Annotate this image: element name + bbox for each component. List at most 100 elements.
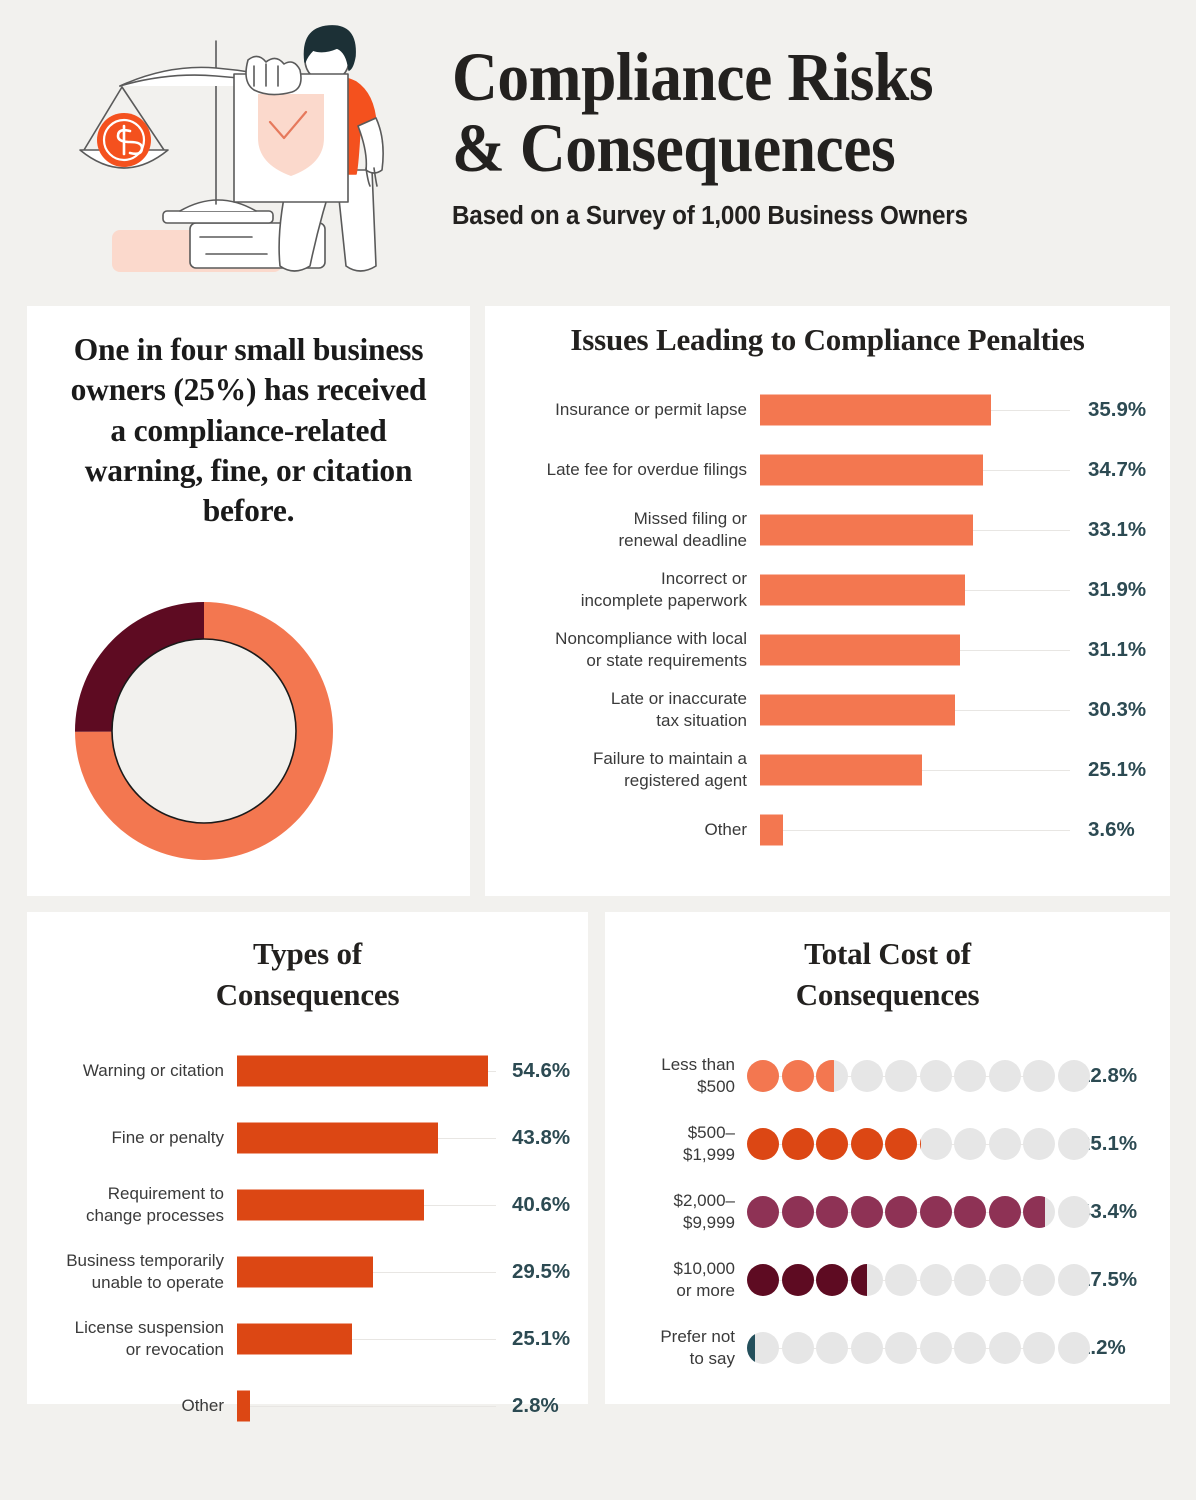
dot-empty xyxy=(988,1332,1021,1364)
dot-filled xyxy=(747,1264,779,1296)
bar-connector-line xyxy=(237,1338,496,1340)
dot xyxy=(885,1060,917,1092)
bar-value-label: 2.8% xyxy=(512,1393,559,1417)
dot xyxy=(1057,1264,1090,1296)
page-title-line-1: Compliance Risks xyxy=(452,39,934,115)
dot-filled xyxy=(885,1128,917,1160)
dot-filled xyxy=(919,1196,952,1228)
page-title-line-2: & Consequences xyxy=(452,110,896,187)
dot-empty xyxy=(919,1128,952,1160)
dot-row-label: $10,000 or more xyxy=(673,1259,735,1300)
dot xyxy=(1057,1060,1090,1092)
dot-matrix-row: $2,000– $9,999 43.4% xyxy=(605,1178,1170,1246)
dot xyxy=(1023,1060,1055,1092)
bar-value-label: 31.1% xyxy=(1088,638,1147,661)
dot-matrix-row: $10,000 or more 17.5% xyxy=(605,1246,1170,1314)
bar-category-label: License suspension or revocation xyxy=(74,1317,224,1359)
bar-fill xyxy=(237,1189,424,1220)
issues-bar-list: Insurance or permit lapse 35.9% Late fee f… xyxy=(485,380,1170,860)
bar-category-label: Incorrect or incomplete paperwork xyxy=(580,569,747,610)
bar-fill xyxy=(760,514,973,546)
bar-category-label: Late fee for overdue filings xyxy=(546,460,747,480)
dot xyxy=(954,1332,986,1364)
bar-fill xyxy=(760,814,784,846)
dot xyxy=(919,1128,952,1160)
dot xyxy=(885,1196,917,1228)
dot-empty xyxy=(919,1060,952,1092)
dot xyxy=(850,1060,883,1092)
dot xyxy=(954,1196,986,1228)
bar-connector-line xyxy=(237,1405,496,1407)
bar-value-label: 25.1% xyxy=(1088,758,1147,781)
bar-category-label: Other xyxy=(181,1395,224,1415)
bar-track xyxy=(760,440,1070,500)
bar-row: Incorrect or incomplete paperwork 31.9% xyxy=(485,560,1170,620)
bar-fill xyxy=(237,1390,250,1421)
dot xyxy=(850,1264,883,1296)
dot-filled xyxy=(816,1128,848,1160)
dot-filled xyxy=(747,1060,779,1092)
types-chart-title: Types of Consequences xyxy=(215,936,400,1012)
dot-empty xyxy=(885,1332,917,1364)
bar-category-label: Requirement to change processes xyxy=(86,1183,224,1225)
bar-row: Late or inaccurate tax situation 30.3% xyxy=(485,680,1170,740)
dot-empty xyxy=(885,1060,917,1092)
dot xyxy=(919,1196,952,1228)
dot-row-label: Less than $500 xyxy=(661,1055,735,1096)
dot xyxy=(988,1332,1021,1364)
dot-row-value: 43.4% xyxy=(1079,1200,1138,1223)
dot-empty xyxy=(954,1128,986,1160)
bar-row: Other 2.8% xyxy=(27,1372,588,1439)
dot-row-value: 1.2% xyxy=(1079,1336,1126,1359)
issues-chart-title: Issues Leading to Compliance Penalties xyxy=(570,322,1085,357)
bar-track xyxy=(760,620,1070,680)
bar-track xyxy=(760,500,1070,560)
bar-value-label: 33.1% xyxy=(1088,518,1147,541)
bar-category-label: Business temporarily unable to operate xyxy=(66,1250,224,1292)
bar-value-label: 35.9% xyxy=(1088,398,1147,421)
bar-category-label: Warning or citation xyxy=(82,1060,224,1080)
dot-filled xyxy=(747,1196,779,1228)
dot xyxy=(747,1060,779,1092)
dot-empty xyxy=(954,1264,986,1296)
dot-track xyxy=(747,1260,1090,1300)
bar-connector-line xyxy=(760,830,1070,831)
dot-filled xyxy=(954,1196,986,1228)
cost-chart-panel: Total Cost of Consequences Less than $500 1… xyxy=(605,912,1170,1404)
dot xyxy=(850,1128,883,1160)
bar-row: Insurance or permit lapse 35.9% xyxy=(485,380,1170,440)
bar-track xyxy=(237,1238,496,1305)
bar-track xyxy=(760,800,1070,860)
stat-headline: One in four small business owners (25%) … xyxy=(70,332,427,529)
dot xyxy=(781,1196,814,1228)
bar-category-label: Fine or penalty xyxy=(111,1127,224,1147)
dot-empty xyxy=(988,1264,1021,1296)
dot-row-label: Prefer not to say xyxy=(660,1327,735,1368)
dot xyxy=(747,1264,779,1296)
bar-fill xyxy=(760,754,922,786)
bar-row: Fine or penalty 43.8% xyxy=(27,1104,588,1171)
cost-chart-title: Total Cost of Consequences xyxy=(795,936,980,1012)
bar-row: Missed filing or renewal deadline 33.1% xyxy=(485,500,1170,560)
dot xyxy=(1023,1332,1055,1364)
bar-value-label: 54.6% xyxy=(512,1058,571,1082)
dot-empty xyxy=(781,1332,814,1364)
dot xyxy=(954,1264,986,1296)
bar-row: Requirement to change processes 40.6% xyxy=(27,1171,588,1238)
dot-filled xyxy=(816,1060,834,1092)
dot-empty xyxy=(1023,1264,1055,1296)
bar-category-label: Late or inaccurate tax situation xyxy=(610,689,747,730)
dot-empty xyxy=(919,1332,952,1364)
dot xyxy=(919,1264,952,1296)
dot-row-value: 17.5% xyxy=(1079,1268,1138,1291)
types-chart-panel: Types of Consequences Warning or citation… xyxy=(27,912,588,1421)
dot xyxy=(850,1196,883,1228)
dot-empty xyxy=(1057,1196,1090,1228)
bar-row: License suspension or revocation 25.1% xyxy=(27,1305,588,1372)
bar-track xyxy=(237,1305,496,1372)
bar-row: Noncompliance with local or state require… xyxy=(485,620,1170,680)
cost-dot-rows: Less than $500 12.8% $500– $1,999 25.1% $2,000… xyxy=(605,1042,1170,1382)
donut-hole xyxy=(111,638,297,824)
bar-category-label: Missed filing or renewal deadline xyxy=(618,509,747,550)
dot xyxy=(747,1128,779,1160)
